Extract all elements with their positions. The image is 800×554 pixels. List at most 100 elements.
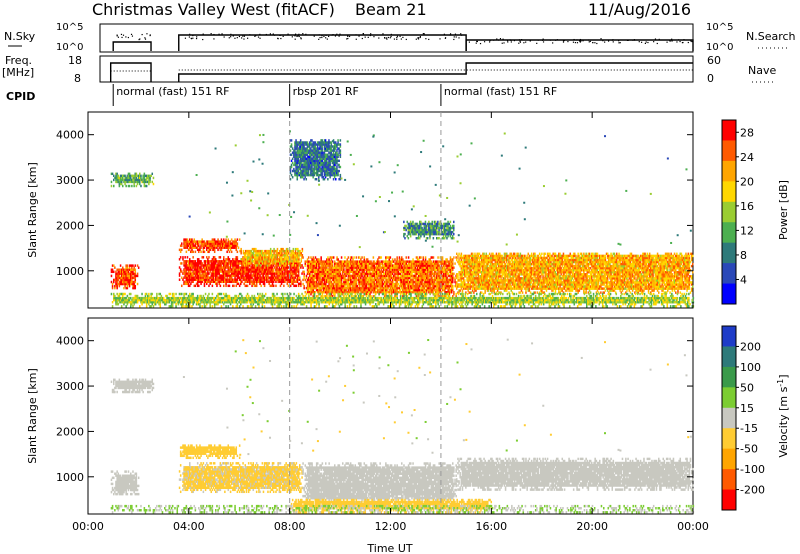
heatmap-cell	[201, 281, 203, 283]
nsearch-point	[298, 35, 299, 36]
nsearch-point	[399, 36, 400, 37]
heatmap-cell	[152, 181, 154, 183]
plot-title: Christmas Valley West (fitACF)	[92, 0, 335, 19]
heatmap-cell	[119, 285, 121, 287]
nsearch-point	[128, 37, 129, 38]
nsearch-point	[641, 42, 642, 43]
heatmap-cell	[195, 251, 197, 253]
noise-traces	[113, 33, 693, 51]
nsearch-point	[666, 42, 667, 43]
heatmap-cell	[225, 238, 227, 240]
nsearch-point	[592, 42, 593, 43]
nave-ytick-top: 60	[707, 54, 721, 67]
nsearch-point	[600, 38, 601, 39]
heatmap-cell	[241, 281, 243, 283]
heatmap-cell	[125, 185, 127, 187]
heatmap-cell	[284, 281, 286, 283]
heatmap-cell	[122, 185, 124, 187]
nsearch-point	[203, 34, 204, 35]
nsearch-point	[480, 43, 481, 44]
heatmap-cell	[137, 275, 139, 277]
nsearch-point	[576, 39, 577, 40]
nsearch-point	[691, 41, 692, 42]
nsearch-point	[639, 41, 640, 42]
nsearch-point	[244, 36, 245, 37]
nsearch-point	[555, 40, 556, 41]
nsearch-point	[589, 41, 590, 42]
nsearch-point	[211, 33, 212, 34]
heatmap-cell	[195, 260, 197, 262]
heatmap-cell	[111, 181, 113, 183]
nsearch-point	[196, 38, 197, 39]
heatmap-cell	[300, 266, 302, 268]
heatmap-cell	[264, 262, 266, 264]
nsearch-point	[280, 38, 281, 39]
nsearch-point	[242, 36, 243, 37]
nsearch-point	[192, 35, 193, 36]
heatmap-cell	[135, 264, 137, 266]
heatmap-cell	[138, 267, 140, 269]
nsearch-point	[356, 39, 357, 40]
nsearch-point	[536, 43, 537, 44]
heatmap-cell	[220, 256, 222, 258]
nsearch-point	[221, 33, 222, 34]
heatmap-cell	[209, 249, 211, 251]
nsearch-point	[445, 38, 446, 39]
heatmap-cell	[247, 285, 249, 287]
nsearch-point	[518, 43, 519, 44]
heatmap-cell	[275, 285, 277, 287]
power-heatmap	[111, 130, 694, 307]
nsearch-point	[594, 42, 595, 43]
heatmap-cell	[135, 285, 137, 287]
nsearch-point	[249, 34, 250, 35]
nsearch-point	[243, 38, 244, 39]
heatmap-cell	[127, 285, 129, 287]
nsearch-point	[521, 39, 522, 40]
heatmap-cell	[181, 270, 183, 272]
nsearch-point	[239, 36, 240, 37]
nsearch-point	[287, 34, 288, 35]
nsearch-point	[347, 36, 348, 37]
nsearch-point	[469, 41, 470, 42]
summary-plot: Christmas Valley West (fitACF) Beam 21 1…	[0, 0, 800, 554]
freq-ytick-top: 18	[68, 54, 82, 67]
nsearch-point	[450, 33, 451, 34]
nsearch-point	[613, 41, 614, 42]
heatmap-cell	[132, 264, 134, 266]
nsearch-point	[453, 39, 454, 40]
nsearch-point	[224, 36, 225, 37]
nsearch-point	[390, 37, 391, 38]
nsearch-point	[378, 37, 379, 38]
heatmap-cell	[229, 285, 231, 287]
heatmap-cell	[133, 183, 135, 185]
nsearch-point	[679, 41, 680, 42]
nsearch-point	[502, 43, 503, 44]
nsearch-point	[476, 43, 477, 44]
nsearch-point	[612, 40, 613, 41]
nsearch-point	[368, 37, 369, 38]
heatmap-cell	[200, 260, 202, 262]
nsearch-point	[229, 37, 230, 38]
heatmap-cell	[260, 285, 262, 287]
beam-label: Beam 21	[355, 0, 427, 19]
heatmap-cell	[238, 247, 240, 249]
heatmap-cell	[198, 285, 200, 287]
nsearch-point	[577, 42, 578, 43]
heatmap-cell	[181, 242, 183, 244]
nsearch-point	[323, 36, 324, 37]
nsearch-point	[355, 34, 356, 35]
nsearch-point	[671, 40, 672, 41]
heatmap-cell	[137, 273, 139, 275]
cpid-segment-label: rbsp 201 RF	[293, 85, 359, 98]
nsearch-point	[590, 41, 591, 42]
nsearch-point	[332, 34, 333, 35]
heatmap-cell	[153, 177, 155, 179]
heatmap-cell	[181, 285, 183, 287]
heatmap-cell	[113, 281, 115, 283]
nsearch-point	[406, 39, 407, 40]
heatmap-cell	[208, 256, 210, 258]
heatmap-cell	[282, 262, 284, 264]
heatmap-cell	[237, 256, 239, 258]
heatmap-cell	[275, 281, 277, 283]
power-panel: 1000200030004000 Slant Range [km] 481216…	[26, 112, 790, 308]
